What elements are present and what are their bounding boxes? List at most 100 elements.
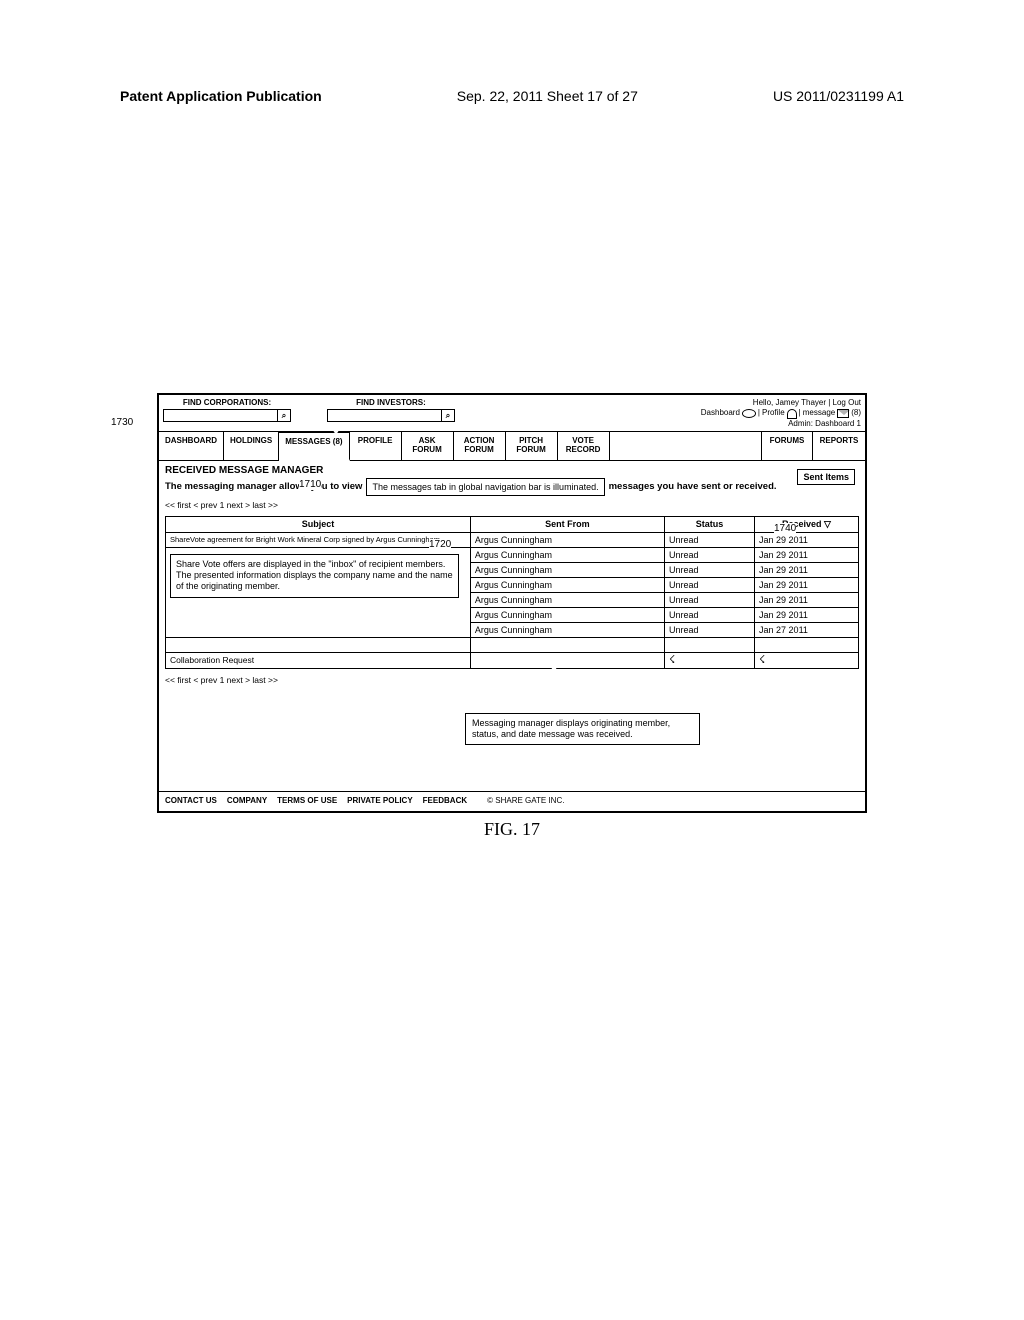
quicklink-message[interactable]: message [803, 408, 835, 418]
footer-link-company[interactable]: COMPANY [227, 796, 267, 805]
tab-action-forum[interactable]: ACTION FORUM [454, 432, 506, 460]
search-icon: ⌕ [282, 411, 286, 421]
cell-status: Unread [664, 592, 754, 607]
pager-bottom[interactable]: << first < prev 1 next > last >> [165, 675, 859, 685]
cell-subject: ShareVote agreement for Bright Work Mine… [166, 532, 471, 547]
table-row[interactable]: ShareVote agreement for Bright Work Mine… [166, 532, 859, 547]
cell-status: Unread [664, 547, 754, 562]
cell-status: Unread [664, 607, 754, 622]
footer-link-privacy[interactable]: PRIVATE POLICY [347, 796, 413, 805]
tab-ask-forum[interactable]: ASK FORUM [402, 432, 454, 460]
find-investors-input[interactable] [327, 409, 442, 422]
cell-status: Unread [664, 532, 754, 547]
footer-link-terms[interactable]: TERMS OF USE [277, 796, 337, 805]
ref-1710: 1710 [299, 479, 321, 490]
cell-status: Unread [664, 577, 754, 592]
find-corporations-search-button[interactable]: ⌕ [277, 409, 291, 422]
find-corporations-block: FIND CORPORATIONS: ⌕ [163, 398, 291, 422]
tab-forums[interactable]: FORUMS [761, 432, 813, 460]
sent-items-button[interactable]: Sent Items [797, 469, 855, 485]
content-area: RECEIVED MESSAGE MANAGER Sent Items The … [159, 461, 865, 754]
description-row: The messaging manager allows you to view… [165, 478, 859, 496]
tab-reports[interactable]: REPORTS [813, 432, 865, 460]
find-corporations-label: FIND CORPORATIONS: [183, 398, 271, 407]
ref-1720: 1720 [429, 539, 451, 550]
messages-table: Subject Sent From Status Received ▽ Shar… [165, 516, 859, 669]
pager-top[interactable]: << first < prev 1 next > last >> [165, 500, 859, 510]
cell-from: Argus Cunningham [470, 592, 664, 607]
greeting-text[interactable]: Hello, Jamey Thayer | Log Out [753, 398, 861, 407]
cell-received: Jan 29 2011 [755, 547, 859, 562]
desc-before: The messaging manager allows you to view [165, 481, 362, 492]
sheet-label: Sep. 22, 2011 Sheet 17 of 27 [457, 88, 638, 104]
find-investors-block: FIND INVESTORS: ⌕ [327, 398, 455, 422]
table-row[interactable]: Share Vote offers are displayed in the "… [166, 547, 859, 562]
ref-1730: 1730 [111, 417, 133, 428]
cell-from: Argus Cunningham [470, 607, 664, 622]
cell-received: Jan 29 2011 [755, 577, 859, 592]
cell-from: Argus Cunningham [470, 547, 664, 562]
cell-collab-subject: Collaboration Request [166, 652, 471, 668]
cell-status: Unread [664, 562, 754, 577]
message-icon [837, 409, 849, 418]
topbar-right: Hello, Jamey Thayer | Log Out Dashboard … [701, 398, 861, 429]
cell-from: Argus Cunningham [470, 562, 664, 577]
cell-received: Jan 29 2011 [755, 562, 859, 577]
quicklinks-row: Dashboard | Profile | message (8) [701, 408, 861, 418]
callout-messages-tab: The messages tab in global navigation ba… [366, 478, 604, 496]
search-icon: ⌕ [446, 411, 450, 421]
table-row-collab[interactable]: Collaboration Request ☇ ☇ [166, 652, 859, 668]
cell-received: Jan 29 2011 [755, 607, 859, 622]
admin-link[interactable]: Admin: Dashboard 1 [701, 419, 861, 429]
tab-vote-record[interactable]: VOTE RECORD [558, 432, 610, 460]
table-header-row: Subject Sent From Status Received ▽ [166, 516, 859, 532]
figure-label: FIG. 17 [157, 819, 867, 840]
app-window: FIND CORPORATIONS: ⌕ FIND INVESTORS: ⌕ [157, 393, 867, 813]
quicklink-dashboard[interactable]: Dashboard [701, 408, 740, 418]
col-status-header[interactable]: Status [664, 516, 754, 532]
cell-from: Argus Cunningham [470, 532, 664, 547]
section-title: RECEIVED MESSAGE MANAGER [165, 465, 859, 476]
greeting-row: Hello, Jamey Thayer | Log Out [701, 398, 861, 408]
lightning-icon: ☇ [669, 655, 675, 666]
pub-label: Patent Application Publication [120, 88, 322, 104]
footer-copyright: © SHARE GATE INC. [487, 796, 564, 805]
cell-received: Jan 29 2011 [755, 532, 859, 547]
pub-number: US 2011/0231199 A1 [773, 88, 904, 104]
lightning-icon: ☇ [759, 655, 765, 666]
col-from-header[interactable]: Sent From [470, 516, 664, 532]
footer-link-feedback[interactable]: FEEDBACK [423, 796, 467, 805]
footer-link-contact[interactable]: CONTACT US [165, 796, 217, 805]
page-header: Patent Application Publication Sep. 22, … [0, 88, 1024, 104]
callout-inbox-note: Share Vote offers are displayed in the "… [170, 554, 459, 598]
profile-icon [787, 409, 797, 419]
find-investors-label: FIND INVESTORS: [356, 398, 426, 407]
find-corporations-input[interactable] [163, 409, 278, 422]
figure-wrap: FIND CORPORATIONS: ⌕ FIND INVESTORS: ⌕ [157, 393, 867, 840]
ref-1740: 1740 [774, 523, 796, 534]
tab-profile[interactable]: PROFILE [350, 432, 402, 460]
footer-bar: CONTACT US COMPANY TERMS OF USE PRIVATE … [159, 791, 865, 811]
cell-from: Argus Cunningham [470, 577, 664, 592]
dashboard-icon [742, 409, 756, 418]
col-subject-header[interactable]: Subject [166, 516, 471, 532]
cell-status: Unread [664, 622, 754, 637]
tab-pitch-forum[interactable]: PITCH FORUM [506, 432, 558, 460]
cell-subject-overlay: Share Vote offers are displayed in the "… [166, 547, 471, 637]
desc-after: messages you have sent or received. [609, 481, 777, 492]
tab-dashboard[interactable]: DASHBOARD [159, 432, 224, 460]
topbar: FIND CORPORATIONS: ⌕ FIND INVESTORS: ⌕ [159, 395, 865, 432]
callout-pointer-icon [331, 427, 341, 435]
find-investors-search-button[interactable]: ⌕ [441, 409, 455, 422]
cell-from: Argus Cunningham [470, 622, 664, 637]
message-count: (8) [851, 408, 861, 418]
callout-pointer-icon [549, 665, 559, 673]
nav-tabs: DASHBOARD HOLDINGS MESSAGES (8) PROFILE … [159, 432, 865, 461]
cell-received: Jan 29 2011 [755, 592, 859, 607]
table-row-empty [166, 637, 859, 652]
quicklink-profile[interactable]: Profile [762, 408, 785, 418]
tab-messages[interactable]: MESSAGES (8) [279, 432, 349, 461]
col-received-header[interactable]: Received ▽ [755, 516, 859, 532]
tab-holdings[interactable]: HOLDINGS [224, 432, 279, 460]
cell-received: Jan 27 2011 [755, 622, 859, 637]
